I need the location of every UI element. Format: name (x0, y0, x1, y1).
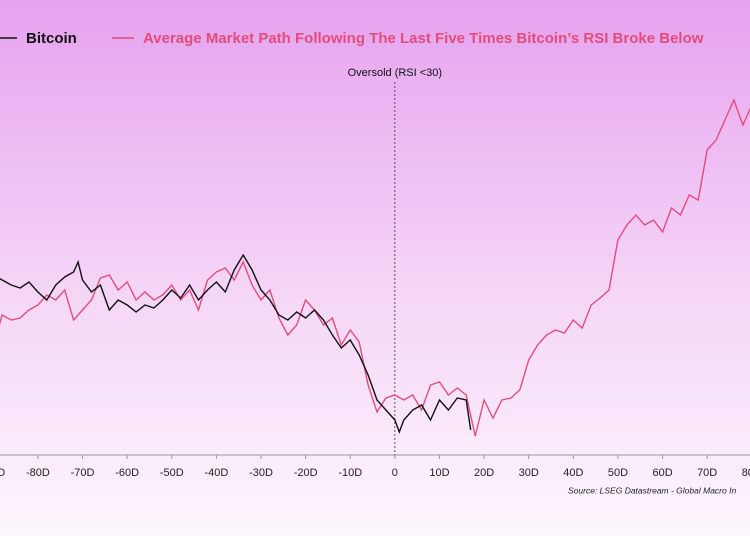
x-tick-label: 0 (392, 467, 398, 479)
x-tick-label: -60D (115, 467, 139, 479)
x-tick-label: 40D (563, 467, 583, 479)
x-tick-label: 50D (608, 467, 628, 479)
x-tick-label: -30D (249, 467, 273, 479)
x-tick-label: 20D (474, 467, 494, 479)
x-tick-label: -90D (0, 467, 5, 479)
legend-label: Average Market Path Following The Last F… (143, 30, 704, 47)
legend-label: Bitcoin (26, 30, 77, 47)
series-line (0, 98, 750, 437)
x-tick-label: 70D (697, 467, 717, 479)
source: Source: LSEG Datastream - Global Macro I… (568, 485, 736, 495)
x-tick-label: -50D (160, 467, 184, 479)
x-tick-label: 80D (742, 467, 750, 479)
annotation-text: Oversold (RSI <30) (348, 67, 442, 79)
x-tick-label: -40D (204, 467, 228, 479)
x-tick-label: 10D (429, 467, 449, 479)
x-tick-label: -80D (26, 467, 50, 479)
x-tick-label: 60D (652, 467, 672, 479)
x-tick-label: -70D (71, 467, 95, 479)
x-tick-label: -10D (338, 467, 362, 479)
series-line (0, 253, 472, 435)
x-tick-label: -20D (294, 467, 318, 479)
x-tick-label: 30D (519, 467, 539, 479)
